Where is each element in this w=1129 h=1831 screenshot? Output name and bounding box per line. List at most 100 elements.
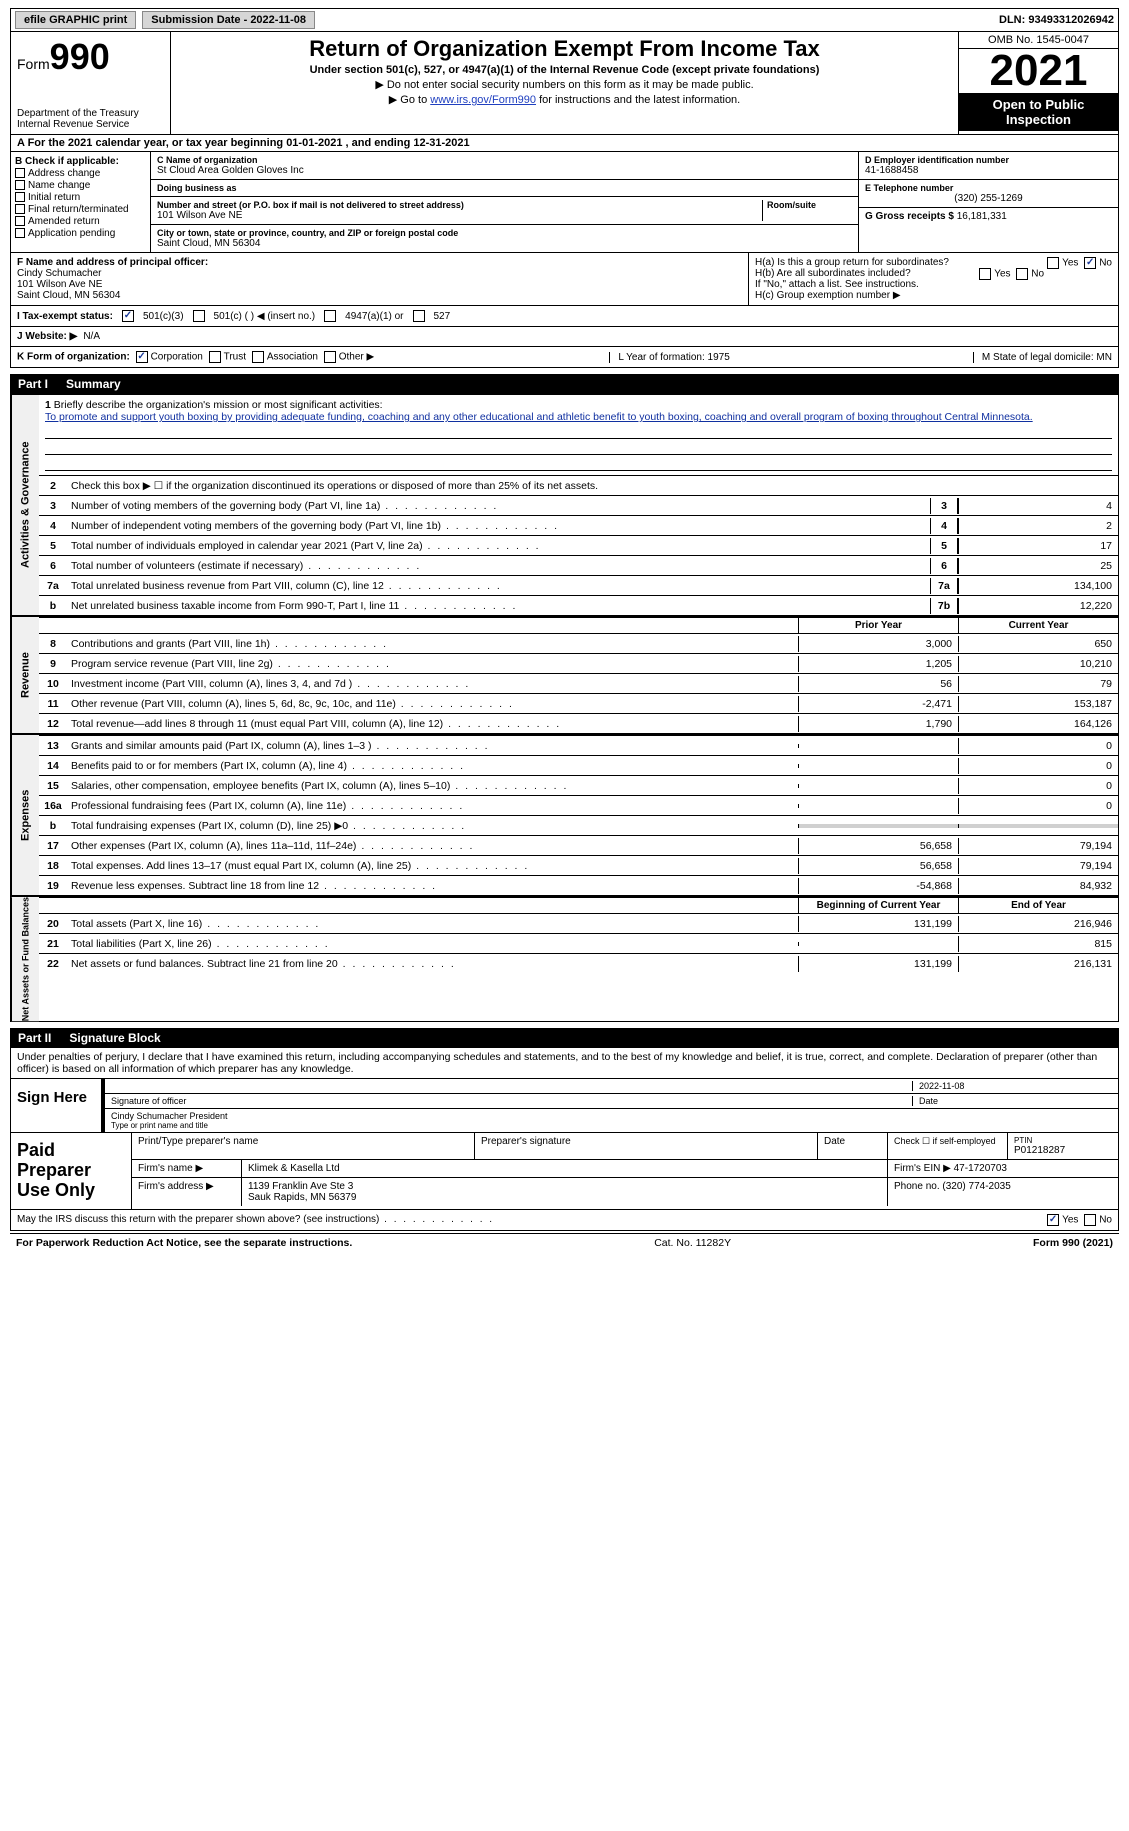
firm-name-value: Klimek & Kasella Ltd — [242, 1160, 888, 1177]
opt-501c: 501(c) ( ) ◀ (insert no.) — [214, 311, 316, 322]
chk-name-change[interactable]: Name change — [15, 180, 146, 191]
perjury-text: Under penalties of perjury, I declare th… — [11, 1048, 1118, 1078]
phone-cell: E Telephone number (320) 255-1269 — [859, 180, 1118, 208]
header-left: Form990 Department of the Treasury Inter… — [11, 32, 171, 134]
section-h: H(a) Is this a group return for subordin… — [748, 253, 1118, 305]
sign-here-label: Sign Here — [11, 1079, 101, 1132]
top-toolbar: efile GRAPHIC print Submission Date - 20… — [10, 8, 1119, 32]
dba-cell: Doing business as — [151, 180, 858, 197]
chk-other[interactable] — [324, 351, 336, 363]
chk-501c3[interactable] — [122, 310, 134, 322]
line-6: 6Total number of volunteers (estimate if… — [39, 555, 1118, 575]
summary-table: Activities & Governance 1 Briefly descri… — [10, 394, 1119, 1022]
hdr-eoy: End of Year — [958, 898, 1118, 913]
ssn-warning: ▶ Do not enter social security numbers o… — [177, 78, 952, 91]
chk-527[interactable] — [413, 310, 425, 322]
state-domicile: M State of legal domicile: MN — [973, 352, 1112, 363]
phone-label: E Telephone number — [865, 183, 1112, 193]
row-j-website: J Website: ▶ N/A — [10, 327, 1119, 347]
line-8: 8Contributions and grants (Part VIII, li… — [39, 633, 1118, 653]
officer-addr2: Saint Cloud, MN 56304 — [17, 290, 742, 301]
signature-block: Under penalties of perjury, I declare th… — [10, 1048, 1119, 1133]
dln-value: 93493312026942 — [1028, 14, 1114, 26]
street-label: Number and street (or P.O. box if mail i… — [157, 200, 762, 210]
firm-ein-label: Firm's EIN ▶ — [894, 1163, 951, 1174]
side-expenses: Expenses — [11, 735, 39, 895]
chk-corporation[interactable] — [136, 351, 148, 363]
rev-col-headers: Prior Year Current Year — [39, 617, 1118, 633]
line-11: 11Other revenue (Part VIII, column (A), … — [39, 693, 1118, 713]
goto-note: ▶ Go to www.irs.gov/Form990 for instruct… — [177, 93, 952, 106]
line-18: 18Total expenses. Add lines 13–17 (must … — [39, 855, 1118, 875]
firm-name-label: Firm's name ▶ — [132, 1160, 242, 1177]
chk-trust[interactable] — [209, 351, 221, 363]
row-k-form-org: K Form of organization: Corporation Trus… — [10, 347, 1119, 368]
row-i-tax-status: I Tax-exempt status: 501(c)(3) 501(c) ( … — [10, 306, 1119, 327]
hb-no-checkbox[interactable] — [1016, 268, 1028, 280]
city-cell: City or town, state or province, country… — [151, 225, 858, 252]
ha-label: H(a) Is this a group return for subordin… — [755, 257, 949, 268]
sig-officer-label: Signature of officer — [111, 1096, 186, 1106]
line-17: 17Other expenses (Part IX, column (A), l… — [39, 835, 1118, 855]
line-9: 9Program service revenue (Part VIII, lin… — [39, 653, 1118, 673]
website-label: J Website: ▶ — [17, 331, 77, 342]
chk-501c[interactable] — [193, 310, 205, 322]
chk-application-pending[interactable]: Application pending — [15, 228, 146, 239]
side-governance: Activities & Governance — [11, 395, 39, 615]
part-2-num: Part II — [18, 1031, 51, 1045]
goto-post: for instructions and the latest informat… — [536, 94, 740, 106]
line-16a: 16aProfessional fundraising fees (Part I… — [39, 795, 1118, 815]
form-prefix: Form — [17, 56, 50, 72]
chk-final-return[interactable]: Final return/terminated — [15, 204, 146, 215]
section-f: F Name and address of principal officer:… — [11, 253, 748, 305]
form-number: Form990 — [17, 36, 164, 78]
mission-block: 1 Briefly describe the organization's mi… — [39, 395, 1118, 475]
hdr-boy: Beginning of Current Year — [798, 898, 958, 913]
mission-text: To promote and support youth boxing by p… — [45, 411, 1112, 423]
officer-signature-field[interactable] — [111, 1081, 912, 1091]
discuss-yes-checkbox[interactable] — [1047, 1214, 1059, 1226]
ha-yes-checkbox[interactable] — [1047, 257, 1059, 269]
phone-value: (320) 255-1269 — [865, 193, 1112, 204]
room-label: Room/suite — [767, 200, 852, 210]
irs-link[interactable]: www.irs.gov/Form990 — [430, 94, 536, 106]
chk-amended-return[interactable]: Amended return — [15, 216, 146, 227]
chk-initial-return[interactable]: Initial return — [15, 192, 146, 203]
line-12: 12Total revenue—add lines 8 through 11 (… — [39, 713, 1118, 733]
line-2: 2 Check this box ▶ ☐ if the organization… — [39, 475, 1118, 495]
line-20: 20Total assets (Part X, line 16)131,1992… — [39, 913, 1118, 933]
net-col-headers: Beginning of Current Year End of Year — [39, 897, 1118, 913]
line-13: 13Grants and similar amounts paid (Part … — [39, 735, 1118, 755]
firm-phone-label: Phone no. — [894, 1181, 940, 1192]
discuss-no-checkbox[interactable] — [1084, 1214, 1096, 1226]
chk-association[interactable] — [252, 351, 264, 363]
opt-527: 527 — [434, 311, 451, 322]
public-inspection: Open to Public Inspection — [959, 93, 1118, 131]
ha-no-checkbox[interactable] — [1084, 257, 1096, 269]
ptin-value: P01218287 — [1014, 1145, 1112, 1156]
org-name-cell: C Name of organization St Cloud Area Gol… — [151, 152, 858, 180]
ein-label: D Employer identification number — [865, 155, 1112, 165]
chk-4947[interactable] — [324, 310, 336, 322]
self-employed-check[interactable]: Check ☐ if self-employed — [888, 1133, 1008, 1159]
paid-preparer-label: Paid Preparer Use Only — [11, 1133, 131, 1208]
ha-row: H(a) Is this a group return for subordin… — [755, 257, 1112, 268]
efile-print-button[interactable]: efile GRAPHIC print — [15, 11, 136, 29]
form-org-label: K Form of organization: — [17, 352, 130, 363]
irs-label: Internal Revenue Service — [17, 119, 164, 130]
line-b: bTotal fundraising expenses (Part IX, co… — [39, 815, 1118, 835]
submission-date-button[interactable]: Submission Date - 2022-11-08 — [142, 11, 315, 29]
part-2-title: Signature Block — [69, 1031, 160, 1045]
line-10: 10Investment income (Part VIII, column (… — [39, 673, 1118, 693]
line-2-text: Check this box ▶ ☐ if the organization d… — [67, 478, 1118, 494]
chk-address-change[interactable]: Address change — [15, 168, 146, 179]
header-title-block: Return of Organization Exempt From Incom… — [171, 32, 958, 134]
paid-preparer-block: Paid Preparer Use Only Print/Type prepar… — [10, 1133, 1119, 1209]
page-footer: For Paperwork Reduction Act Notice, see … — [10, 1233, 1119, 1252]
hb-yes-checkbox[interactable] — [979, 268, 991, 280]
tax-year: 2021 — [959, 49, 1118, 93]
sig-date-label: Date — [912, 1096, 1112, 1106]
dba-label: Doing business as — [157, 183, 852, 193]
section-d: D Employer identification number 41-1688… — [858, 152, 1118, 252]
officer-name: Cindy Schumacher — [17, 268, 742, 279]
